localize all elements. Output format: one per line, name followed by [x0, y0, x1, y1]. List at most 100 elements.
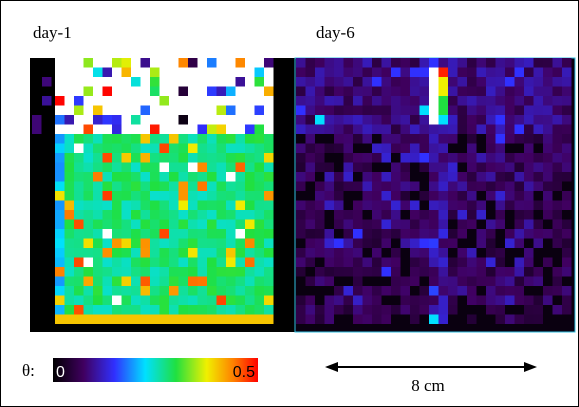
- pixel: [121, 172, 131, 182]
- pixel: [264, 96, 274, 106]
- pixel: [188, 257, 198, 267]
- pixel: [419, 77, 429, 87]
- pixel: [197, 267, 207, 277]
- pixel: [467, 181, 477, 191]
- pixel: [131, 286, 141, 296]
- pixel: [372, 295, 382, 305]
- pixel: [264, 115, 274, 125]
- pixel: [83, 229, 93, 239]
- pixel: [334, 257, 344, 267]
- pixel: [324, 295, 334, 305]
- pixel: [305, 153, 315, 163]
- pixel: [216, 153, 226, 163]
- pixel: [226, 219, 236, 229]
- pixel: [305, 115, 315, 125]
- pixel: [188, 314, 198, 324]
- pixel: [226, 115, 236, 125]
- pixel: [55, 314, 65, 324]
- pixel: [552, 219, 562, 229]
- pixel: [64, 172, 74, 182]
- pixel: [410, 229, 420, 239]
- pixel: [216, 115, 226, 125]
- pixel: [74, 210, 84, 220]
- panel-label: day-6: [316, 23, 355, 42]
- pixel: [457, 58, 467, 68]
- pixel: [112, 86, 122, 96]
- pixel: [533, 58, 543, 68]
- pixel: [74, 257, 84, 267]
- pixel: [296, 58, 306, 68]
- pixel: [514, 191, 524, 201]
- pixel: [524, 115, 534, 125]
- pixel: [264, 200, 274, 210]
- pixel: [83, 305, 93, 315]
- pixel: [391, 143, 401, 153]
- pixel: [254, 305, 264, 315]
- pixel: [486, 124, 496, 134]
- pixel: [102, 153, 112, 163]
- pixel: [254, 314, 264, 324]
- pixel: [235, 162, 245, 172]
- pixel: [207, 229, 217, 239]
- pixel: [140, 181, 150, 191]
- pixel: [178, 134, 188, 144]
- pixel: [226, 229, 236, 239]
- pixel: [543, 286, 553, 296]
- pixel: [207, 219, 217, 229]
- pixel: [343, 219, 353, 229]
- pixel: [169, 143, 179, 153]
- pixel: [140, 286, 150, 296]
- pixel: [372, 267, 382, 277]
- pixel: [467, 314, 477, 324]
- pixel: [64, 124, 74, 134]
- pixel: [93, 124, 103, 134]
- pixel: [315, 86, 325, 96]
- pixel: [495, 86, 505, 96]
- pixel: [188, 200, 198, 210]
- pixel: [245, 219, 255, 229]
- pixel: [150, 143, 160, 153]
- pixel: [486, 257, 496, 267]
- pixel: [448, 200, 458, 210]
- pixel: [102, 314, 112, 324]
- pixel: [112, 58, 122, 68]
- pixel: [64, 67, 74, 77]
- pixel: [514, 134, 524, 144]
- pixel: [207, 286, 217, 296]
- pixel: [343, 305, 353, 315]
- pixel: [254, 191, 264, 201]
- pixel: [438, 134, 448, 144]
- pixel: [207, 200, 217, 210]
- pixel: [457, 248, 467, 258]
- pixel: [55, 96, 65, 106]
- pixel: [245, 305, 255, 315]
- pixel: [102, 238, 112, 248]
- pixel: [324, 257, 334, 267]
- pixel: [42, 96, 52, 106]
- pixel: [245, 86, 255, 96]
- pixel: [552, 124, 562, 134]
- pixel: [245, 143, 255, 153]
- pixel: [315, 181, 325, 191]
- pixel: [102, 105, 112, 115]
- pixel: [353, 105, 363, 115]
- pixel: [486, 295, 496, 305]
- pixel: [169, 305, 179, 315]
- pixel: [429, 153, 439, 163]
- pixel: [514, 115, 524, 125]
- pixel: [83, 257, 93, 267]
- pixel: [514, 96, 524, 106]
- pixel: [438, 267, 448, 277]
- pixel: [197, 314, 207, 324]
- pixel: [476, 67, 486, 77]
- pixel: [254, 105, 264, 115]
- pixel: [562, 58, 572, 68]
- pixel: [296, 257, 306, 267]
- pixel: [264, 248, 274, 258]
- pixel: [226, 200, 236, 210]
- pixel: [226, 86, 236, 96]
- pixel: [216, 86, 226, 96]
- pixel: [74, 314, 84, 324]
- pixel: [495, 257, 505, 267]
- pixel: [524, 134, 534, 144]
